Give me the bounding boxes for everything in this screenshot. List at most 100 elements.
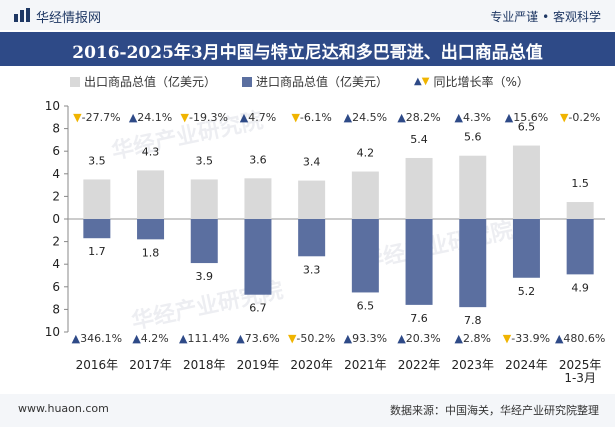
export-bar — [298, 180, 326, 219]
import-value-label: 5.2 — [518, 285, 536, 298]
import-value-label: 7.6 — [410, 312, 428, 325]
export-growth-label: ▼-19.3% — [181, 111, 228, 124]
import-growth-label: ▲111.4% — [179, 332, 229, 345]
export-value-label: 3.4 — [303, 156, 321, 169]
import-value-label: 3.3 — [303, 263, 321, 276]
legend-import-swatch — [242, 76, 253, 87]
y-tick-label: 0 — [52, 212, 60, 226]
x-category-label: 2023年 — [451, 358, 494, 372]
export-value-label: 5.4 — [410, 133, 428, 146]
export-growth-label: ▲15.6% — [505, 111, 548, 124]
y-tick-label: 4 — [52, 257, 60, 271]
import-value-label: 1.8 — [142, 246, 160, 259]
export-bar — [351, 171, 379, 219]
triangle-up-icon: ▲ — [414, 76, 422, 87]
export-bar — [190, 179, 218, 219]
import-bar — [244, 219, 272, 295]
legend-import: 进口商品总值（亿美元） — [242, 73, 388, 90]
export-growth-label: ▲28.2% — [397, 111, 440, 124]
footer-source: 数据来源：中国海关，华经产业研究院整理 — [390, 404, 599, 417]
triangle-down-icon: ▼ — [421, 76, 430, 87]
export-value-label: 4.2 — [357, 147, 375, 160]
export-bar — [512, 145, 540, 219]
export-value-label: 3.5 — [196, 154, 214, 167]
export-bar — [566, 202, 594, 219]
import-value-label: 7.8 — [464, 314, 482, 327]
brand-slogan: 专业严谨 • 客观科学 — [490, 10, 601, 24]
import-growth-label: ▲2.8% — [455, 332, 491, 345]
x-category-label: 2022年 — [398, 358, 441, 372]
import-bar — [298, 219, 326, 257]
y-tick-label: 6 — [52, 280, 60, 294]
export-bar — [137, 170, 165, 219]
export-value-label: 4.3 — [142, 145, 160, 158]
chart-legend: 出口商品总值（亿美元） 进口商品总值（亿美元） ▲ ▼ 同比增长率（%） — [70, 73, 555, 90]
export-growth-label: ▲24.1% — [129, 111, 172, 124]
export-growth-label: ▲24.5% — [344, 111, 387, 124]
import-growth-label: ▲20.3% — [397, 332, 440, 345]
legend-import-label: 进口商品总值（亿美元） — [256, 75, 389, 89]
legend-export-label: 出口商品总值（亿美元） — [84, 75, 217, 89]
import-value-label: 6.7 — [249, 302, 267, 315]
import-growth-label: ▲93.3% — [344, 332, 387, 345]
import-value-label: 6.5 — [357, 299, 375, 312]
import-bar — [566, 219, 594, 275]
brand-name: 华经情报网 — [36, 11, 102, 26]
export-growth-label: ▼-6.1% — [291, 111, 331, 124]
y-tick-label: 10 — [45, 325, 60, 339]
footer-bar — [0, 394, 615, 427]
import-value-label: 4.9 — [571, 281, 589, 294]
export-growth-label: ▼-0.2% — [560, 111, 600, 124]
import-value-label: 3.9 — [196, 270, 214, 283]
export-bar — [459, 155, 487, 219]
export-value-label: 1.5 — [571, 177, 589, 190]
import-growth-label: ▲480.6% — [555, 332, 605, 345]
export-value-label: 5.6 — [464, 131, 482, 144]
x-category-label: 2024年 — [505, 358, 548, 372]
top-bar — [0, 0, 615, 30]
y-tick-label: 2 — [52, 189, 60, 203]
import-growth-label: ▲346.1% — [72, 332, 122, 345]
import-growth-label: ▲4.2% — [132, 332, 168, 345]
import-value-label: 1.7 — [88, 245, 106, 258]
export-value-label: 3.6 — [249, 153, 267, 166]
import-growth-label: ▲73.6% — [236, 332, 279, 345]
import-bar — [459, 219, 487, 308]
x-category-label: 2020年 — [290, 358, 333, 372]
title-bar — [0, 32, 615, 66]
import-bar — [351, 219, 379, 293]
import-bar — [405, 219, 433, 305]
legend-growth-label: 同比增长率（%） — [433, 75, 529, 89]
legend-growth: ▲ ▼ 同比增长率（%） — [414, 73, 529, 90]
export-bar — [83, 179, 111, 219]
export-value-label: 6.5 — [518, 121, 536, 134]
legend-export-swatch — [70, 76, 80, 87]
chart-title: 2016-2025年3月中国与特立尼达和多巴哥进、出口商品总值 — [72, 43, 543, 63]
export-growth-label: ▼-27.7% — [73, 111, 120, 124]
y-tick-label: 8 — [52, 122, 60, 136]
export-bar — [244, 178, 272, 219]
import-bar — [137, 219, 165, 240]
x-category-label: 2025年 — [559, 358, 602, 372]
import-bar — [83, 219, 111, 239]
export-growth-label: ▲4.3% — [455, 111, 491, 124]
export-bar — [405, 157, 433, 219]
brand-logo-icon — [14, 8, 36, 22]
x-category-label: 2019年 — [237, 358, 280, 372]
import-growth-label: ▼-50.2% — [288, 332, 335, 345]
y-tick-label: 4 — [52, 167, 60, 181]
y-tick-label: 2 — [52, 235, 60, 249]
x-category-label: 2018年 — [183, 358, 226, 372]
y-tick-label: 8 — [52, 302, 60, 316]
import-growth-label: ▼-33.9% — [503, 332, 550, 345]
y-tick-label: 6 — [52, 144, 60, 158]
import-bar — [512, 219, 540, 278]
export-value-label: 3.5 — [88, 154, 106, 167]
x-category-label: 2017年 — [129, 358, 172, 372]
footer-website: www.huaon.com — [18, 402, 109, 415]
x-category-label: 1-3月 — [564, 371, 596, 385]
import-bar — [190, 219, 218, 264]
x-category-label: 2021年 — [344, 358, 387, 372]
export-growth-label: ▲4.7% — [240, 111, 276, 124]
